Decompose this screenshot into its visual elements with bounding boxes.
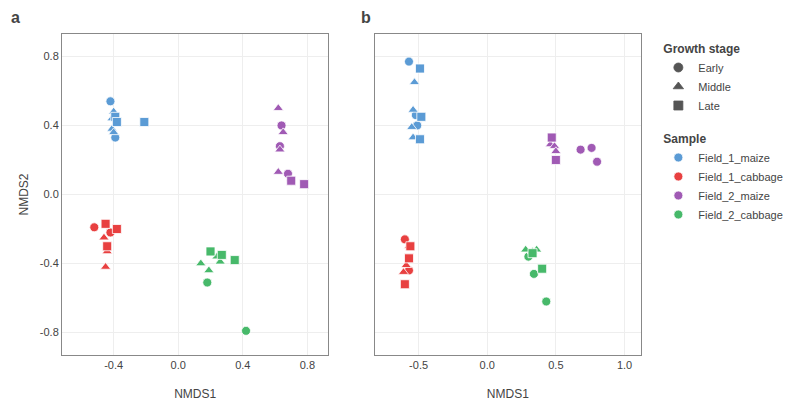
svg-text:-0.4: -0.4 bbox=[40, 257, 59, 269]
svg-text:1.0: 1.0 bbox=[617, 359, 632, 371]
svg-text:NMDS2: NMDS2 bbox=[17, 173, 31, 215]
svg-text:0.0: 0.0 bbox=[480, 359, 495, 371]
svg-text:0.0: 0.0 bbox=[44, 188, 59, 200]
svg-text:0.4: 0.4 bbox=[235, 359, 250, 371]
svg-text:0.8: 0.8 bbox=[300, 359, 315, 371]
svg-text:Growth stage: Growth stage bbox=[663, 42, 740, 56]
svg-text:a: a bbox=[11, 9, 20, 26]
svg-text:Late: Late bbox=[698, 100, 719, 112]
svg-text:Sample: Sample bbox=[663, 132, 706, 146]
svg-text:0.0: 0.0 bbox=[171, 359, 186, 371]
svg-text:NMDS1: NMDS1 bbox=[174, 387, 216, 401]
svg-text:0.4: 0.4 bbox=[44, 119, 59, 131]
svg-text:0.5: 0.5 bbox=[548, 359, 563, 371]
svg-text:Field_2_maize: Field_2_maize bbox=[698, 190, 770, 202]
svg-text:-0.5: -0.5 bbox=[409, 359, 428, 371]
svg-text:Field_2_cabbage: Field_2_cabbage bbox=[698, 209, 782, 221]
svg-text:Field_1_cabbage: Field_1_cabbage bbox=[698, 171, 782, 183]
svg-text:Middle: Middle bbox=[698, 81, 730, 93]
svg-text:Early: Early bbox=[698, 62, 724, 74]
svg-text:b: b bbox=[361, 9, 371, 26]
svg-text:0.8: 0.8 bbox=[44, 50, 59, 62]
svg-text:NMDS1: NMDS1 bbox=[487, 387, 529, 401]
svg-text:-0.4: -0.4 bbox=[104, 359, 123, 371]
svg-text:-0.8: -0.8 bbox=[40, 326, 59, 338]
svg-text:Field_1_maize: Field_1_maize bbox=[698, 152, 770, 164]
